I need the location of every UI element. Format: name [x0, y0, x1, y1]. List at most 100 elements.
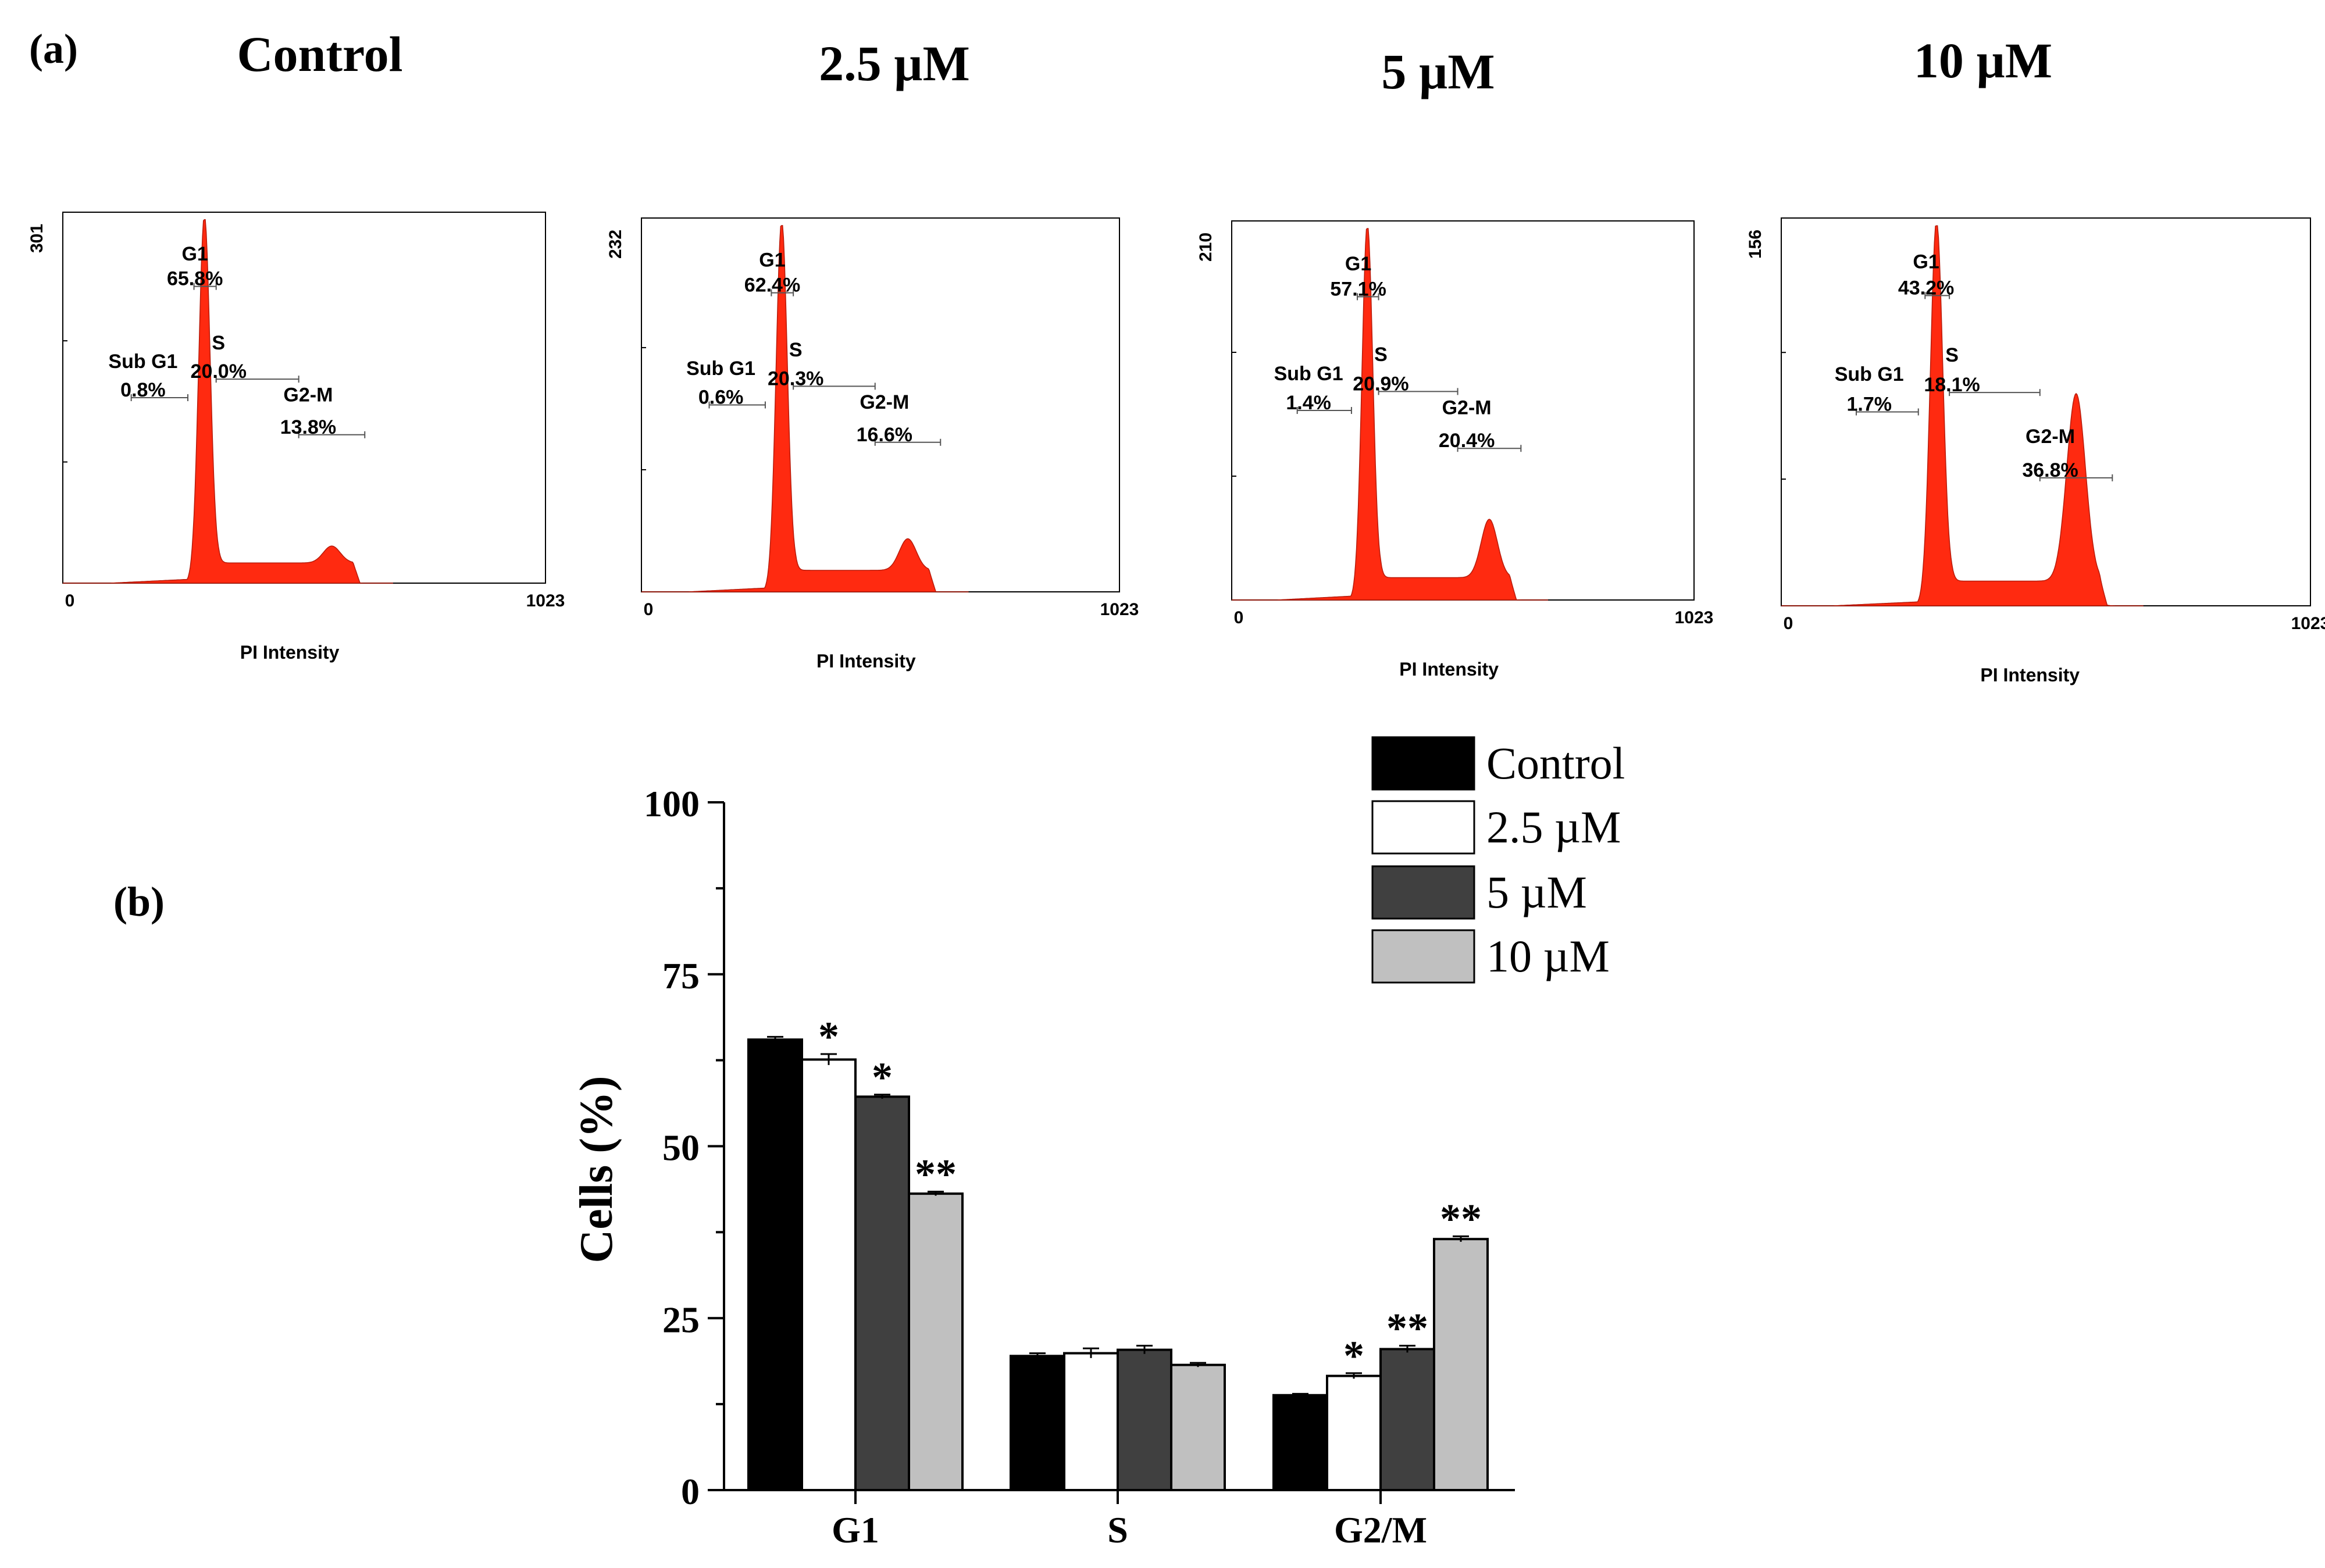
bar-g2m-1 — [1274, 1395, 1327, 1490]
gate-name: G2-M — [1442, 397, 1492, 419]
gate-value: 62.4% — [744, 274, 800, 297]
legend-swatch-2 — [1372, 801, 1474, 853]
significance-mark: * — [872, 1054, 893, 1101]
histogram-panel-2: 2.5 µM 232 0 1023 PI Intensity Sub G1 0.6% G162… — [606, 35, 1139, 672]
legend-label-3: 5 µM — [1486, 867, 1587, 917]
gate-value: 20.4% — [1439, 430, 1495, 452]
histogram-title: 2.5 µM — [819, 35, 970, 91]
gate-name: S — [1374, 344, 1388, 366]
gate-name: S — [1945, 344, 1959, 366]
x-axis-label: PI Intensity — [1399, 659, 1499, 680]
legend-label-4: 10 µM — [1486, 931, 1610, 981]
y-tick-label: 25 — [662, 1299, 700, 1340]
y-max-label: 301 — [27, 224, 47, 253]
bar-s-2 — [1064, 1353, 1118, 1490]
y-tick-label: 0 — [681, 1471, 700, 1512]
y-tick-label: 50 — [662, 1127, 700, 1169]
x-tick-label: G1 — [832, 1509, 879, 1551]
gate-value: 0.6% — [698, 387, 744, 409]
gate-value: 13.8% — [280, 416, 336, 438]
x-min-label: 0 — [1234, 608, 1244, 627]
gate-name: Sub G1 — [686, 358, 755, 380]
x-min-label: 0 — [1784, 614, 1793, 633]
histogram-area — [63, 220, 393, 583]
legend-swatch-3 — [1372, 866, 1474, 919]
y-tick-label: 75 — [662, 955, 700, 996]
x-tick-label: S — [1107, 1509, 1128, 1551]
x-max-label: 1023 — [1675, 608, 1714, 627]
gate-value: 20.3% — [768, 367, 823, 390]
figure: (a) (b) Control 301 0 1023 PI Intensity Sub G… — [0, 0, 2325, 1568]
x-tick-label: G2/M — [1334, 1509, 1427, 1551]
gate-value: 20.0% — [191, 360, 247, 383]
gate-name: S — [789, 339, 803, 361]
x-axis-label: PI Intensity — [240, 642, 340, 663]
y-tick-label: 100 — [644, 783, 700, 824]
gate-name: G1 — [759, 249, 785, 272]
significance-mark: ** — [1440, 1195, 1482, 1242]
y-max-label: 232 — [606, 230, 625, 259]
y-axis-label: Cells (%) — [571, 1076, 622, 1263]
chart-legend: Control 2.5 µM 5 µM 10 µM — [1372, 737, 1625, 983]
significance-mark: * — [1343, 1333, 1364, 1379]
x-axis-label: PI Intensity — [1980, 665, 2080, 685]
gate-value: 43.2% — [1898, 277, 1954, 299]
bar-g1-1 — [748, 1040, 802, 1490]
gate-name: G1 — [181, 243, 208, 265]
bar-g1-3 — [855, 1096, 909, 1490]
panel-a-label: (a) — [29, 26, 78, 72]
y-max-label: 156 — [1746, 230, 1765, 259]
gate-value: 36.8% — [2022, 459, 2078, 481]
bar-g1-4 — [909, 1194, 962, 1490]
gate-value: 65.8% — [167, 268, 223, 290]
legend-label-2: 2.5 µM — [1486, 802, 1621, 852]
histogram-panel-1: Control 301 0 1023 PI Intensity Sub G1 0.8% G1 6… — [27, 26, 565, 663]
gate-value: 0.8% — [120, 379, 166, 401]
bar-g2m-3 — [1381, 1349, 1434, 1490]
gate-name: Sub G1 — [1835, 363, 1904, 385]
legend-swatch-4 — [1372, 930, 1474, 983]
histogram-title: 10 µM — [1914, 33, 2052, 88]
gate-name: S — [212, 332, 225, 354]
x-max-label: 1023 — [1100, 600, 1139, 619]
gate-value: 1.4% — [1286, 392, 1331, 414]
bar-g2m-4 — [1434, 1239, 1488, 1490]
histogram-area — [1232, 228, 1548, 600]
x-max-label: 1023 — [2291, 614, 2325, 633]
bar-g2m-2 — [1327, 1376, 1381, 1490]
legend-label-1: Control — [1486, 738, 1625, 788]
histogram-area — [1781, 226, 2144, 606]
significance-mark: ** — [915, 1151, 957, 1198]
gate-value: 20.9% — [1353, 373, 1408, 395]
histogram-title: Control — [237, 26, 402, 82]
x-axis-label: PI Intensity — [816, 651, 916, 672]
bar-s-1 — [1011, 1356, 1064, 1490]
gate-value: 57.1% — [1330, 278, 1386, 300]
significance-mark: ** — [1386, 1305, 1428, 1352]
gate-name: Sub G1 — [108, 351, 177, 373]
gate-name: G1 — [1913, 251, 1939, 273]
x-min-label: 0 — [644, 600, 654, 619]
bar-g1-2 — [802, 1059, 855, 1490]
x-max-label: 1023 — [526, 591, 565, 610]
histogram-panel-4: 10 µM 156 0 1023 PI Intensity Sub G1 1.7% G1 43.… — [1746, 33, 2325, 685]
gate-name: G2-M — [283, 384, 333, 406]
histogram-panel-3: 5 µM 210 0 1023 PI Intensity Sub G1 1.4% G1 57.1… — [1196, 44, 1713, 680]
gate-value: 1.7% — [1846, 394, 1892, 416]
y-max-label: 210 — [1196, 233, 1215, 262]
histogram-area — [641, 226, 969, 592]
gate-name: G2-M — [860, 391, 909, 413]
panel-b-label: (b) — [113, 878, 165, 925]
gate-name: G2-M — [2026, 426, 2075, 448]
significance-mark: * — [818, 1013, 839, 1060]
gate-value: 16.6% — [857, 424, 912, 446]
gate-name: Sub G1 — [1274, 363, 1343, 385]
bar-s-4 — [1171, 1365, 1225, 1490]
bar-s-3 — [1118, 1350, 1171, 1490]
x-min-label: 0 — [65, 591, 75, 610]
gate-value: 18.1% — [1924, 374, 1980, 396]
legend-swatch-1 — [1372, 737, 1474, 790]
histogram-title: 5 µM — [1381, 44, 1495, 99]
gate-name: G1 — [1345, 253, 1371, 275]
